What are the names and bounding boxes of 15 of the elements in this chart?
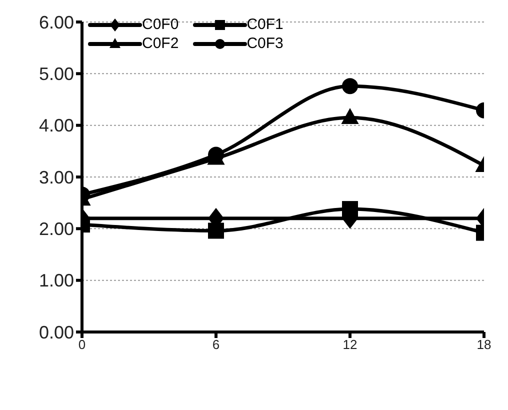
y-tick-label: 4.00 <box>38 116 74 136</box>
legend-label: C0F1 <box>246 16 284 33</box>
x-tick-label: 18 <box>476 337 492 352</box>
y-tick-label: 3.00 <box>38 167 74 188</box>
y-tick-label: 2.00 <box>38 219 74 240</box>
x-tick-label: 12 <box>342 337 358 352</box>
y-tick-label: 5.00 <box>38 64 74 84</box>
legend-label: C0F3 <box>246 35 284 52</box>
y-tick-label: 6.00 <box>38 12 74 32</box>
legend-label: C0F0 <box>142 16 179 33</box>
x-tick-label: 6 <box>212 337 220 352</box>
x-tick-label: 0 <box>78 337 86 352</box>
y-tick-label: 1.00 <box>38 270 74 291</box>
legend-label: C0F2 <box>142 35 179 52</box>
y-tick-label: 0.00 <box>38 322 74 342</box>
